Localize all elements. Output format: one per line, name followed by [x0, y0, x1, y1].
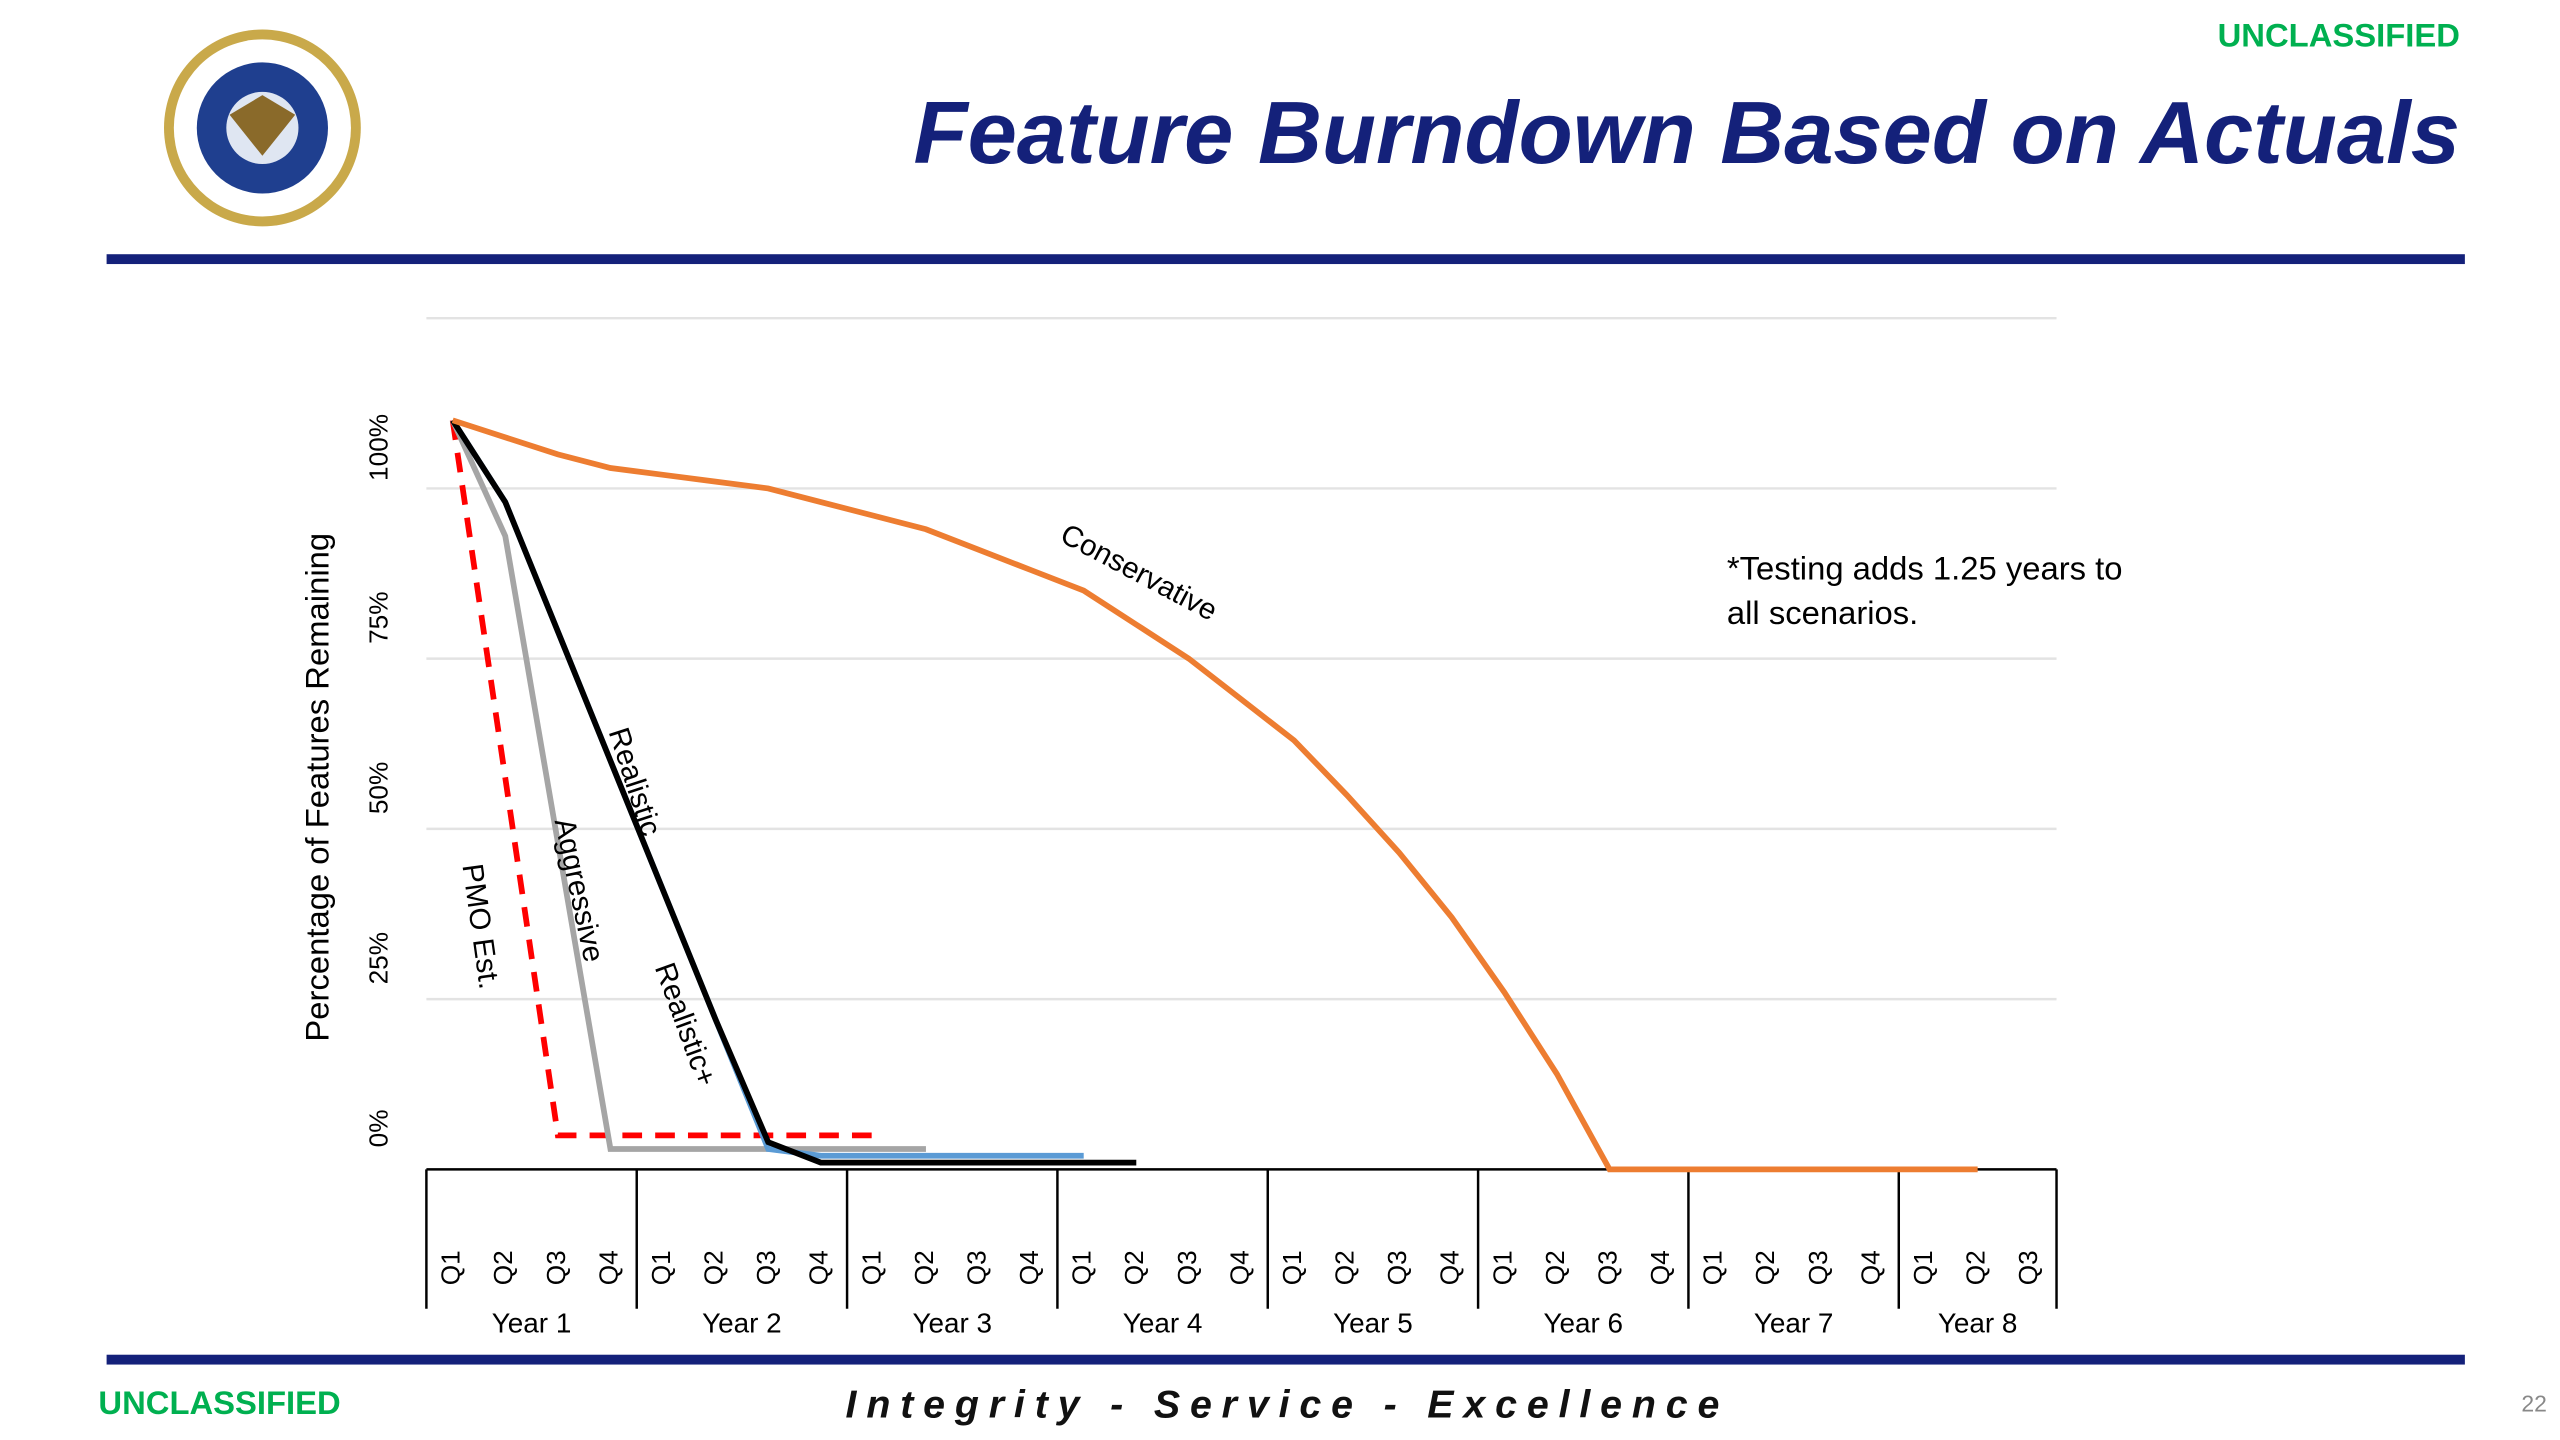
- x-tick-label: Q2: [488, 1250, 518, 1285]
- y-tick-label: 25%: [363, 932, 393, 985]
- seal: [163, 29, 361, 227]
- x-tick-label: Q1: [1698, 1250, 1728, 1285]
- annotation-line: all scenarios.: [1727, 594, 1918, 631]
- series-line: [449, 419, 874, 1139]
- x-tick-label: Q1: [1067, 1250, 1097, 1285]
- x-tick-label: Q4: [593, 1250, 623, 1285]
- x-tick-label: Q1: [1487, 1250, 1517, 1285]
- x-tick-label: Q2: [1750, 1250, 1780, 1285]
- classification-bottom: UNCLASSIFIED: [98, 1384, 340, 1421]
- x-tick-label: Q3: [541, 1250, 571, 1285]
- y-axis-label: Percentage of Features Remaining: [298, 533, 335, 1042]
- x-tick-label: Q2: [1961, 1250, 1991, 1285]
- x-tick-label: Q4: [1435, 1250, 1465, 1285]
- x-group-label: Year 3: [912, 1308, 992, 1339]
- x-group-label: Year 7: [1754, 1308, 1834, 1339]
- x-tick-label: Q3: [1172, 1250, 1202, 1285]
- x-tick-label: Q3: [1592, 1250, 1622, 1285]
- y-tick-label: 75%: [363, 591, 393, 644]
- x-tick-label: Q3: [751, 1250, 781, 1285]
- x-group-label: Year 8: [1938, 1308, 2018, 1339]
- x-group-label: Year 5: [1333, 1308, 1413, 1339]
- annotation-line: *Testing adds 1.25 years to: [1727, 549, 2123, 586]
- x-tick-label: Q1: [646, 1250, 676, 1285]
- x-group-label: Year 6: [1543, 1308, 1623, 1339]
- series-label: Aggressive: [548, 815, 611, 965]
- y-tick-label: 100%: [363, 414, 393, 481]
- x-tick-label: Q4: [1014, 1250, 1044, 1285]
- motto: Integrity - Service - Excellence: [846, 1383, 1730, 1427]
- y-tick-label: 50%: [363, 762, 393, 815]
- series-line: [451, 417, 1978, 1173]
- x-tick-label: Q3: [1382, 1250, 1412, 1285]
- series-label: Realistic+: [648, 958, 723, 1090]
- x-group-label: Year 1: [492, 1308, 572, 1339]
- x-tick-label: Q4: [1224, 1250, 1254, 1285]
- y-tick-label: 0%: [363, 1109, 393, 1147]
- header-rule: [106, 254, 2465, 265]
- series-line: [450, 419, 926, 1152]
- x-tick-label: Q1: [1277, 1250, 1307, 1285]
- x-tick-label: Q2: [909, 1250, 939, 1285]
- series-label: PMO Est.: [455, 862, 505, 992]
- page-number: 22: [2521, 1391, 2547, 1417]
- series-label: Realistic: [602, 724, 668, 840]
- x-tick-label: Q2: [1330, 1250, 1360, 1285]
- series-line: [450, 418, 1137, 1166]
- x-tick-label: Q3: [1803, 1250, 1833, 1285]
- series-label: Conservative: [1055, 518, 1223, 628]
- x-tick-label: Q3: [961, 1250, 991, 1285]
- x-tick-label: Q4: [804, 1250, 834, 1285]
- x-tick-label: Q1: [856, 1250, 886, 1285]
- annotation: *Testing adds 1.25 years to all scenarios…: [1727, 549, 2123, 630]
- x-tick-label: Q1: [436, 1250, 466, 1285]
- x-tick-label: Q4: [1855, 1250, 1885, 1285]
- slide-title: Feature Burndown Based on Actuals: [914, 83, 2460, 182]
- x-tick-label: Q2: [699, 1250, 729, 1285]
- chart: 0% 25% 50% 75% 100% Q1 Q2 Q3 Q4 Year 1 Q1 Q2 Q3 Q4 Yea…: [363, 316, 2058, 1339]
- x-tick-label: Q3: [2013, 1250, 2043, 1285]
- x-tick-label: Q2: [1540, 1250, 1570, 1285]
- x-tick-label: Q1: [1908, 1250, 1938, 1285]
- classification-top: UNCLASSIFIED: [2218, 16, 2460, 53]
- x-group-label: Year 4: [1123, 1308, 1203, 1339]
- footer-rule: [106, 1354, 2465, 1365]
- x-tick-label: Q4: [1645, 1250, 1675, 1285]
- x-tick-label: Q2: [1119, 1250, 1149, 1285]
- x-group-label: Year 2: [702, 1308, 782, 1339]
